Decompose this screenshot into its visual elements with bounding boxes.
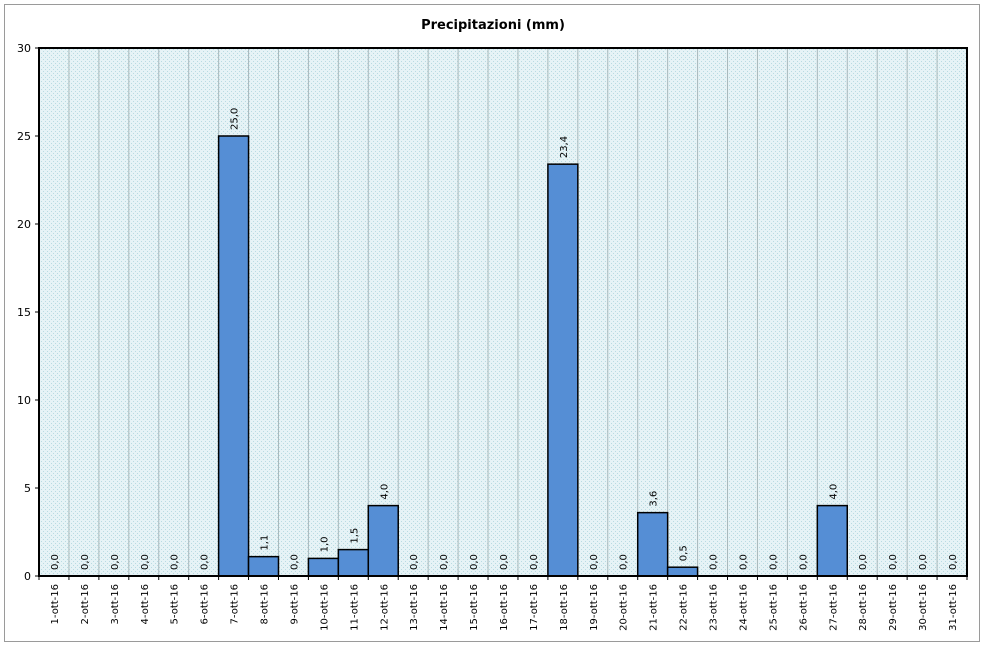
x-tick-label: 8-ott-16 bbox=[260, 584, 271, 624]
data-label: 0,0 bbox=[619, 554, 630, 570]
data-label: 23,4 bbox=[559, 136, 570, 158]
data-label: 0,0 bbox=[469, 554, 480, 570]
x-tick-label: 11-ott-16 bbox=[349, 584, 360, 631]
bar bbox=[636, 511, 669, 577]
x-tick-label: 19-ott-16 bbox=[589, 584, 600, 631]
x-tick-label: 30-ott-16 bbox=[918, 584, 929, 631]
data-label: 0,0 bbox=[709, 554, 720, 570]
bar bbox=[247, 555, 280, 577]
data-label: 4,0 bbox=[828, 484, 839, 500]
x-tick-label: 29-ott-16 bbox=[888, 584, 899, 631]
data-label: 0,0 bbox=[888, 554, 899, 570]
bar bbox=[337, 548, 370, 577]
data-label: 0,0 bbox=[289, 554, 300, 570]
x-tick-label: 2-ott-16 bbox=[80, 584, 91, 624]
data-label: 4,0 bbox=[379, 484, 390, 500]
y-tick-label: 30 bbox=[17, 42, 31, 55]
x-tick-label: 31-ott-16 bbox=[948, 584, 959, 631]
x-tick-label: 22-ott-16 bbox=[679, 584, 690, 631]
y-tick-label: 25 bbox=[17, 130, 31, 143]
data-label: 3,6 bbox=[649, 491, 660, 507]
data-label: 1,5 bbox=[349, 528, 360, 544]
x-tick-label: 9-ott-16 bbox=[289, 584, 300, 624]
x-tick-label: 13-ott-16 bbox=[409, 584, 420, 631]
data-label: 1,1 bbox=[260, 535, 271, 551]
data-label: 0,0 bbox=[50, 554, 61, 570]
y-tick-label: 15 bbox=[17, 306, 31, 319]
bar bbox=[666, 566, 699, 577]
y-tick-label: 5 bbox=[24, 482, 31, 495]
data-label: 0,0 bbox=[439, 554, 450, 570]
plot-area bbox=[39, 48, 967, 576]
bar bbox=[816, 504, 849, 577]
x-tick-label: 26-ott-16 bbox=[798, 584, 809, 631]
chart-frame: Precipitazioni (mm) 0 5 10 15 20 25 30 1-ott-16… bbox=[4, 4, 980, 642]
chart-title: Precipitazioni (mm) bbox=[421, 18, 565, 33]
x-tick-label: 12-ott-16 bbox=[379, 584, 390, 631]
data-label: 0,0 bbox=[948, 554, 959, 570]
x-tick-label: 1-ott-16 bbox=[50, 584, 61, 624]
data-label: 0,0 bbox=[529, 554, 540, 570]
data-label: 1,0 bbox=[319, 536, 330, 552]
x-tick-label: 14-ott-16 bbox=[439, 584, 450, 631]
x-tick-label: 17-ott-16 bbox=[529, 584, 540, 631]
x-tick-label: 18-ott-16 bbox=[559, 584, 570, 631]
bar bbox=[367, 504, 399, 577]
data-label: 0,0 bbox=[499, 554, 510, 570]
data-label: 0,0 bbox=[918, 554, 929, 570]
data-label: 0,0 bbox=[798, 554, 809, 570]
x-tick-label: 3-ott-16 bbox=[110, 584, 121, 624]
y-tick-label: 20 bbox=[17, 218, 31, 231]
data-label: 0,0 bbox=[589, 554, 600, 570]
data-label: 0,0 bbox=[140, 554, 151, 570]
data-label: 0,0 bbox=[200, 554, 211, 570]
x-tick-label: 23-ott-16 bbox=[709, 584, 720, 631]
x-tick-label: 10-ott-16 bbox=[319, 584, 330, 631]
x-tick-label: 6-ott-16 bbox=[200, 584, 211, 624]
data-label: 0,0 bbox=[80, 554, 91, 570]
x-tick-label: 28-ott-16 bbox=[858, 584, 869, 631]
data-label: 0,0 bbox=[110, 554, 121, 570]
y-tick-label: 0 bbox=[24, 570, 31, 583]
x-tick-label: 4-ott-16 bbox=[140, 584, 151, 624]
data-label: 25,0 bbox=[230, 108, 241, 130]
chart-canvas: Precipitazioni (mm) 0 5 10 15 20 25 30 1-ott-16… bbox=[17, 18, 968, 631]
x-tick-label: 7-ott-16 bbox=[230, 584, 241, 624]
bar bbox=[307, 557, 340, 577]
x-tick-label: 16-ott-16 bbox=[499, 584, 510, 631]
x-tick-label: 20-ott-16 bbox=[619, 584, 630, 631]
data-label: 0,0 bbox=[768, 554, 779, 570]
x-tick-label: 5-ott-16 bbox=[170, 584, 181, 624]
data-label: 0,0 bbox=[170, 554, 181, 570]
x-tick-label: 21-ott-16 bbox=[649, 584, 660, 631]
x-tick-label: 25-ott-16 bbox=[768, 584, 779, 631]
y-tick-label: 10 bbox=[17, 394, 31, 407]
x-tick-label: 24-ott-16 bbox=[738, 584, 749, 631]
data-label: 0,0 bbox=[858, 554, 869, 570]
data-label: 0,0 bbox=[738, 554, 749, 570]
bar bbox=[217, 135, 250, 577]
x-tick-label: 15-ott-16 bbox=[469, 584, 480, 631]
data-label: 0,5 bbox=[679, 545, 690, 561]
bar bbox=[547, 163, 579, 577]
data-label: 0,0 bbox=[409, 554, 420, 570]
x-tick-label: 27-ott-16 bbox=[828, 584, 839, 631]
